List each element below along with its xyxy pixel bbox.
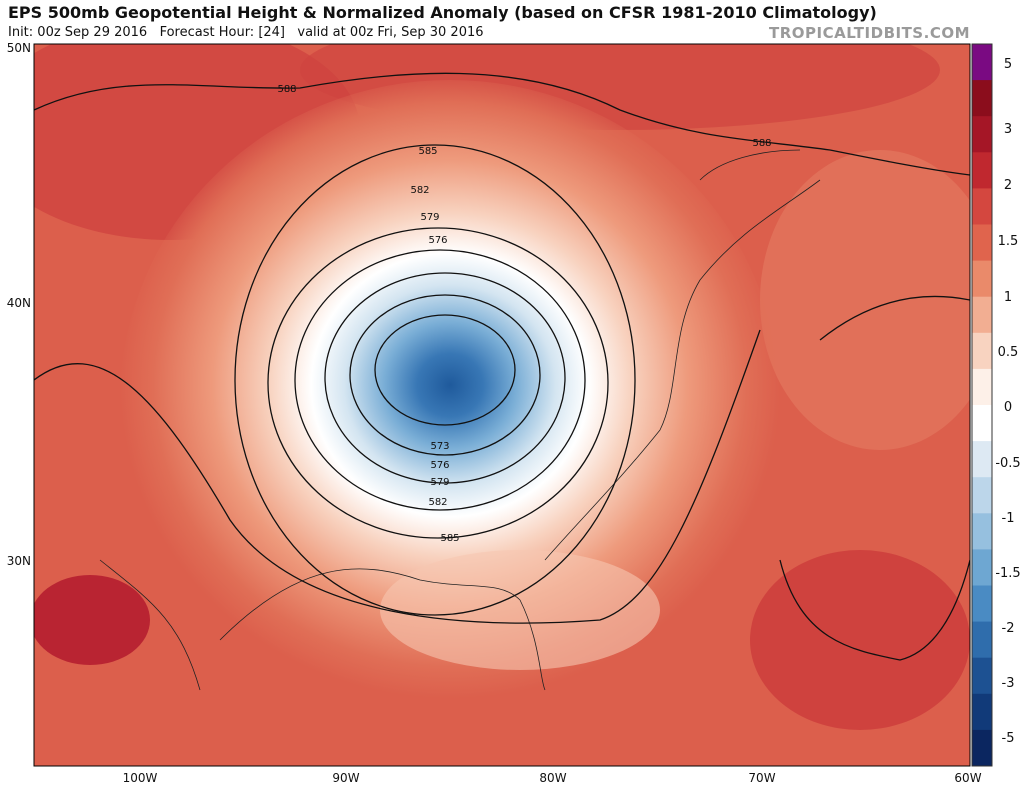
colorbar-label: -0.5 [995,456,1020,471]
colorbar-frame [971,43,993,767]
colorbar-band [972,549,992,586]
contour-label: 576 [428,235,447,246]
contour-label: 579 [430,477,449,488]
colorbar-band [972,80,992,117]
colorbar-band [972,729,992,767]
colorbar-band [972,260,992,298]
colorbar-band [972,621,992,659]
lat-label: 40N [7,296,31,310]
lon-label: 70W [748,771,775,785]
watermark: TROPICALTIDBITS.COM [769,24,970,42]
contour-label: 579 [420,212,439,223]
colorbar: 5 3 2 1.5 1 0.5 0 -0.5 -1 -1.5 -2 -3 -5 [971,43,1021,767]
lat-label: 50N [7,41,31,55]
colorbar-label: -3 [1002,676,1015,691]
colorbar-label: -1 [1002,511,1015,526]
lon-label: 80W [539,771,566,785]
title: EPS 500mb Geopotential Height & Normaliz… [8,3,877,22]
colorbar-band [972,44,992,81]
colorbar-band [972,657,992,695]
contour-label: 588 [752,138,771,149]
colorbar-band [972,513,992,550]
colorbar-band [972,477,992,514]
colorbar-label: -1.5 [995,566,1020,581]
contour-label: 582 [410,185,429,196]
colorbar-band [972,693,992,731]
colorbar-band [972,116,992,153]
lat-label: 30N [7,554,31,568]
map-frame [33,43,971,767]
colorbar-label: 3 [1004,122,1012,137]
colorbar-label: 1.5 [998,234,1019,249]
map-field [34,44,970,766]
colorbar-label: 2 [1004,178,1012,193]
colorbar-band [972,368,992,406]
contour-label: 573 [430,441,449,452]
colorbar-band [972,152,992,189]
lon-label: 60W [954,771,981,785]
colorbar-band [972,405,992,442]
contour-label: 588 [277,84,296,95]
colorbar-label: 0 [1004,400,1012,415]
contour-label: 582 [428,497,447,508]
colorbar-label: -5 [1002,731,1015,746]
colorbar-label: 1 [1004,290,1012,305]
colorbar-band [972,188,992,225]
colorbar-label: -2 [1002,621,1015,636]
colorbar-label: 5 [1004,57,1012,72]
lon-label: 100W [123,771,158,785]
lon-label: 90W [332,771,359,785]
colorbar-band [972,585,992,623]
subtitle: Init: 00z Sep 29 2016 Forecast Hour: [24… [8,25,484,40]
contour-label: 585 [418,146,437,157]
colorbar-band [972,332,992,370]
colorbar-band [972,296,992,334]
colorbar-label: 0.5 [998,345,1019,360]
contour-label: 576 [430,460,449,471]
colorbar-band [972,224,992,262]
colorbar-band [972,441,992,478]
contour-label: 585 [440,533,459,544]
